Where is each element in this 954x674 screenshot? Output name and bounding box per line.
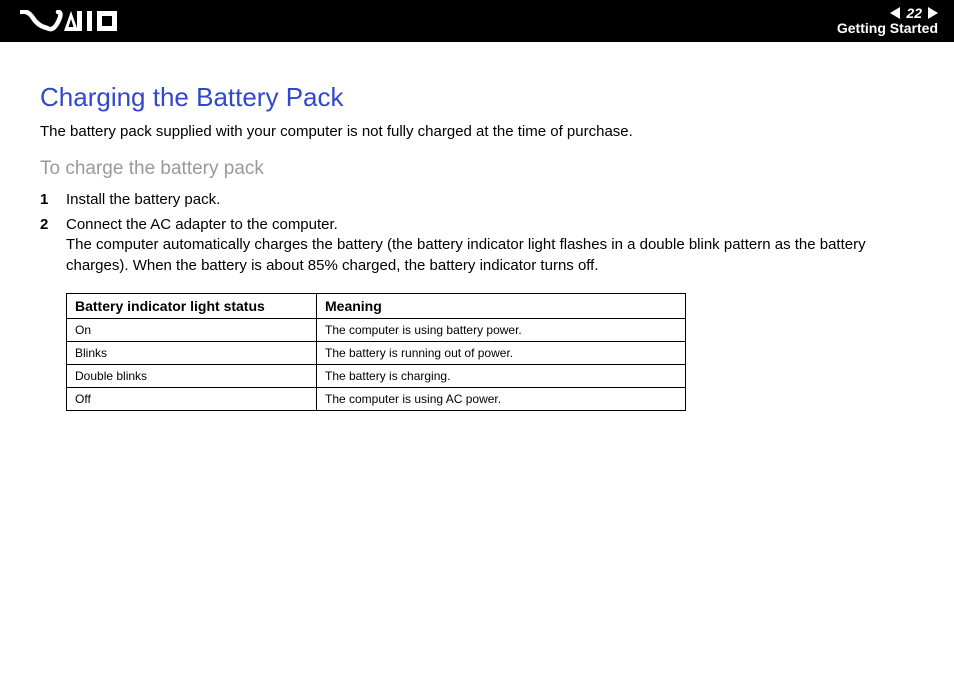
table-row: Double blinks The battery is charging. — [67, 364, 686, 387]
table-cell: The battery is charging. — [317, 364, 686, 387]
steps-list: 1 Install the battery pack. 2 Connect th… — [40, 190, 914, 277]
table-row: Blinks The battery is running out of pow… — [67, 341, 686, 364]
list-item: 2 Connect the AC adapter to the computer… — [40, 215, 914, 277]
table-header-row: Battery indicator light status Meaning — [67, 293, 686, 318]
table-cell: The computer is using battery power. — [317, 318, 686, 341]
next-page-icon[interactable] — [928, 7, 938, 19]
header-bar: 22 Getting Started — [0, 0, 954, 42]
vaio-logo — [20, 0, 118, 42]
indicator-table: Battery indicator light status Meaning O… — [66, 293, 686, 411]
step-text: Connect the AC adapter to the computer.T… — [66, 215, 914, 277]
table-cell: The battery is running out of power. — [317, 341, 686, 364]
page-content: Charging the Battery Pack The battery pa… — [0, 42, 954, 411]
table-cell: On — [67, 318, 317, 341]
step-text: Install the battery pack. — [66, 190, 914, 211]
table-cell: Double blinks — [67, 364, 317, 387]
prev-page-icon[interactable] — [890, 7, 900, 19]
table-row: On The computer is using battery power. — [67, 318, 686, 341]
table-header: Battery indicator light status — [67, 293, 317, 318]
page-number: 22 — [904, 6, 924, 21]
intro-paragraph: The battery pack supplied with your comp… — [40, 123, 914, 140]
step-number: 2 — [40, 215, 66, 277]
page-nav: 22 — [837, 6, 938, 21]
page-title: Charging the Battery Pack — [40, 82, 914, 113]
table-cell: Blinks — [67, 341, 317, 364]
header-right: 22 Getting Started — [837, 6, 938, 37]
list-item: 1 Install the battery pack. — [40, 190, 914, 211]
table-row: Off The computer is using AC power. — [67, 387, 686, 410]
table-cell: Off — [67, 387, 317, 410]
section-subtitle: To charge the battery pack — [40, 158, 914, 180]
step-number: 1 — [40, 190, 66, 211]
table-cell: The computer is using AC power. — [317, 387, 686, 410]
section-label: Getting Started — [837, 21, 938, 36]
table-header: Meaning — [317, 293, 686, 318]
